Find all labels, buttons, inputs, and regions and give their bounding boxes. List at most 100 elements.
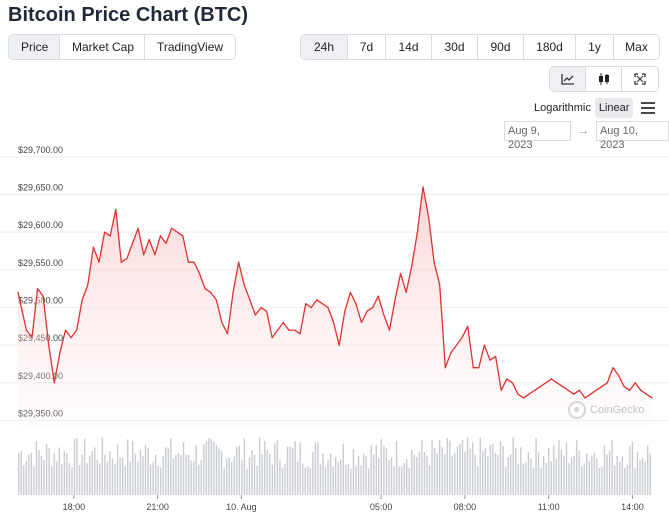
tab-market-cap[interactable]: Market Cap xyxy=(60,35,145,59)
volume-bar xyxy=(469,448,471,495)
tab-price[interactable]: Price xyxy=(9,35,60,59)
volume-bar xyxy=(337,461,339,495)
volume-bar xyxy=(142,456,144,495)
price-point xyxy=(483,344,485,346)
volume-bar xyxy=(124,466,126,495)
scale-logarithmic-button[interactable]: Logarithmic xyxy=(534,102,591,114)
volume-bar xyxy=(253,454,256,495)
volume-bar xyxy=(286,446,289,495)
volume-bar xyxy=(190,460,192,495)
price-chart[interactable]: $29,350.00$29,400.00$29,450.00$29,500.00… xyxy=(0,145,669,520)
fullscreen-button[interactable] xyxy=(622,67,658,91)
price-point xyxy=(299,333,301,335)
volume-bar xyxy=(421,440,423,495)
volume-bar xyxy=(426,455,428,495)
price-point xyxy=(266,310,268,312)
price-point xyxy=(288,329,290,331)
range-max-button[interactable]: Max xyxy=(625,40,648,54)
volume-bar xyxy=(78,465,81,495)
price-point xyxy=(42,295,44,297)
price-point xyxy=(165,242,167,244)
hamburger-menu-icon[interactable] xyxy=(641,102,656,114)
volume-bar xyxy=(471,442,474,495)
price-point xyxy=(143,254,145,256)
volume-bar xyxy=(360,465,362,495)
range-24h-button[interactable]: 24h xyxy=(301,35,348,59)
volume-bar xyxy=(144,444,147,495)
volume-bar xyxy=(307,466,309,495)
volume-bar xyxy=(601,466,603,495)
price-point xyxy=(590,393,592,395)
price-point xyxy=(416,231,418,233)
volume-bar xyxy=(418,451,421,495)
volume-bar xyxy=(613,465,616,495)
range-7d-button[interactable]: 7d xyxy=(348,35,386,59)
volume-bar xyxy=(238,445,241,495)
line-chart-button[interactable] xyxy=(550,67,586,91)
volume-bar xyxy=(236,447,238,495)
volume-bar xyxy=(357,456,360,495)
range-180d-button[interactable]: 180d xyxy=(524,35,576,59)
view-mode-selector xyxy=(549,66,659,92)
volume-bar xyxy=(530,458,532,495)
volume-bar xyxy=(438,439,441,495)
candlestick-button[interactable] xyxy=(586,67,622,91)
volume-bar xyxy=(66,453,68,495)
date-to-input[interactable]: Aug 10, 2023 xyxy=(595,121,669,151)
volume-bar xyxy=(134,453,137,495)
volume-bar xyxy=(456,446,459,495)
volume-bar xyxy=(271,464,273,495)
volume-bar xyxy=(332,466,334,495)
price-point xyxy=(556,382,558,384)
price-point xyxy=(159,235,161,237)
price-point xyxy=(506,378,508,380)
volume-bar xyxy=(302,463,304,495)
price-point xyxy=(131,242,134,244)
volume-bar xyxy=(246,468,248,495)
volume-bar xyxy=(578,450,580,495)
price-point xyxy=(87,284,89,286)
price-point xyxy=(104,231,106,233)
volume-bar xyxy=(43,459,45,495)
volume-bar xyxy=(106,461,109,495)
volume-bar xyxy=(48,447,50,495)
price-point xyxy=(623,386,625,388)
price-point xyxy=(25,329,27,331)
price-point xyxy=(98,261,100,263)
date-from-input[interactable]: Aug 9, 2023 xyxy=(504,121,571,151)
price-point xyxy=(17,291,19,293)
scale-linear-button[interactable]: Linear xyxy=(594,98,634,118)
tab-tradingview[interactable]: TradingView xyxy=(157,40,224,54)
volume-bar xyxy=(205,441,208,495)
price-point xyxy=(584,397,586,399)
volume-bar xyxy=(317,442,319,495)
volume-bar xyxy=(403,462,405,495)
volume-bar xyxy=(606,454,608,495)
volume-bar xyxy=(175,454,177,495)
volume-bar xyxy=(154,454,157,495)
volume-bar xyxy=(40,455,43,495)
volume-bar xyxy=(101,437,104,495)
volume-bar xyxy=(482,451,484,495)
volume-bar xyxy=(56,461,58,495)
price-point xyxy=(495,355,497,357)
volume-bar xyxy=(149,464,152,495)
price-point xyxy=(539,386,541,388)
volume-bar xyxy=(261,454,263,495)
volume-bar xyxy=(172,458,175,495)
volume-bar xyxy=(393,466,395,495)
volume-bar xyxy=(477,466,479,495)
coingecko-logo-icon xyxy=(568,401,586,419)
volume-bar xyxy=(350,468,352,495)
price-point xyxy=(204,288,206,290)
price-point xyxy=(450,352,452,354)
range-1y-button[interactable]: 1y xyxy=(576,35,614,59)
volume-bar xyxy=(284,463,286,495)
range-30d-button[interactable]: 30d xyxy=(432,35,478,59)
volume-bar xyxy=(441,447,443,495)
range-14d-button[interactable]: 14d xyxy=(386,35,432,59)
volume-bar xyxy=(598,468,601,495)
price-point xyxy=(645,393,648,395)
range-90d-button[interactable]: 90d xyxy=(478,35,524,59)
volume-bar xyxy=(327,459,329,495)
